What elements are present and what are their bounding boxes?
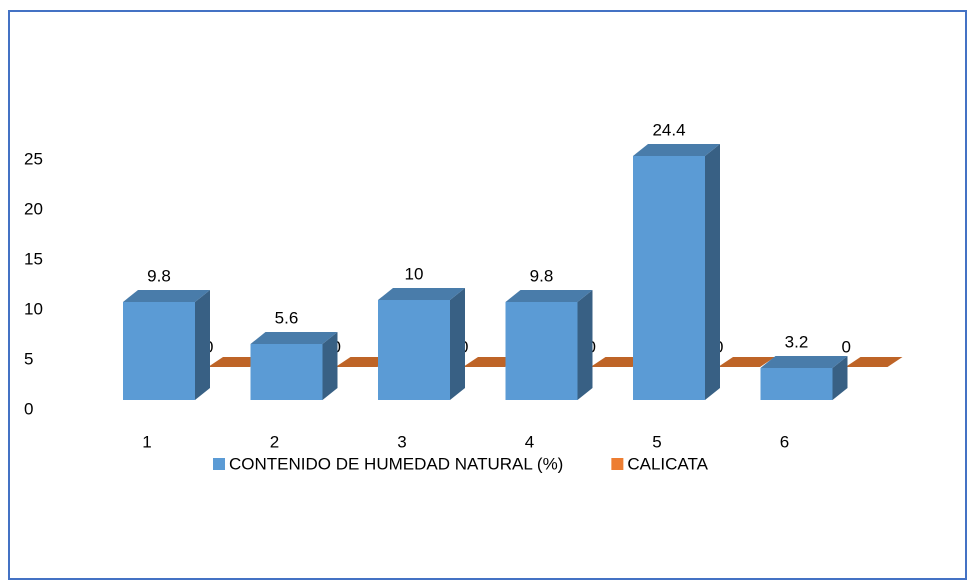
bar-face [845,357,903,367]
x-tick-label: 2 [270,432,279,451]
bar [718,357,775,367]
bar-face [123,302,195,400]
y-tick-label: 20 [24,199,43,218]
bar-face [450,288,465,400]
bar [123,290,210,400]
bar [505,290,593,400]
bar-face [322,332,338,400]
y-tick-label: 0 [24,399,33,418]
value-label: 5.6 [275,308,299,327]
value-label: 3.2 [785,332,809,351]
value-label: 0 [842,337,851,356]
y-tick-label: 15 [24,249,43,268]
y-tick-label: 25 [24,149,43,168]
bar [760,356,848,400]
x-tick-label: 5 [652,432,661,451]
y-tick-label: 5 [24,349,33,368]
bar-face [505,302,578,400]
bar-face [705,144,720,400]
bar-face [718,357,775,367]
bar-face [250,344,323,400]
value-label: 24.4 [652,120,685,139]
value-label: 9.8 [147,266,171,285]
x-tick-label: 3 [397,432,406,451]
bar-face [760,356,848,368]
bar-face [378,288,465,300]
bar-face [378,300,450,400]
y-tick-label: 10 [24,299,43,318]
bar-face [250,332,338,344]
x-tick-label: 1 [142,432,151,451]
bar-face [832,356,848,400]
bar [845,357,903,367]
bar [378,288,465,400]
value-label: 9.8 [530,266,554,285]
legend-swatch [611,458,624,470]
bar-face [505,290,593,302]
legend-swatch [213,458,225,470]
x-tick-label: 6 [780,432,789,451]
bar-face [195,290,210,400]
legend-label: CONTENIDO DE HUMEDAD NATURAL (%) [229,454,563,473]
bar-face [760,368,833,400]
bar-face [633,156,705,400]
bar-face [577,290,593,400]
bar [633,144,720,400]
x-tick-label: 4 [525,432,534,451]
value-label: 10 [405,264,424,283]
bar-face [633,144,720,156]
bar [250,332,338,400]
bar-face [123,290,210,302]
legend-label: CALICATA [627,454,708,473]
